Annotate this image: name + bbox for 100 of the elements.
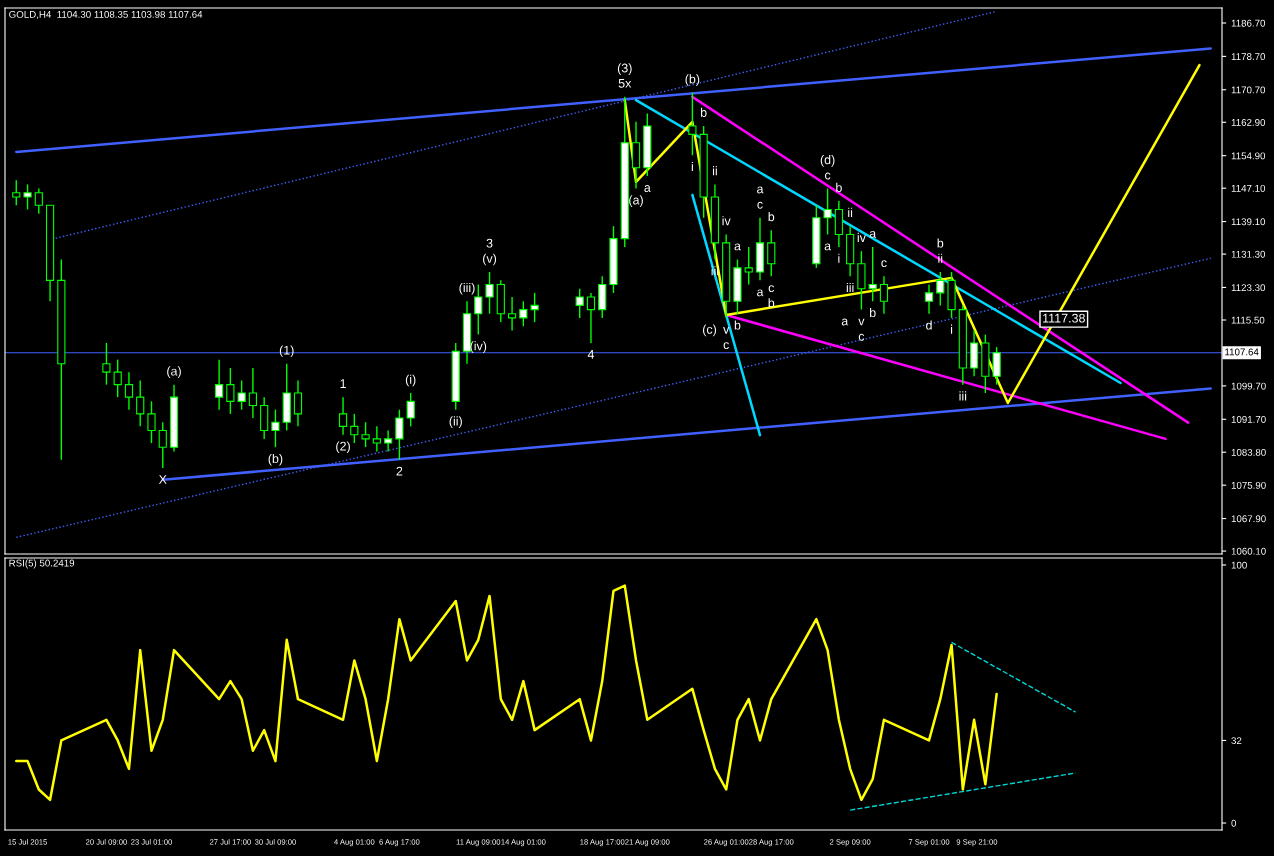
annotation: iii — [959, 391, 967, 401]
annotation: c — [825, 172, 831, 180]
annotation: a — [841, 318, 849, 326]
annotation: ii — [938, 253, 943, 263]
annotation: iv — [722, 216, 731, 226]
annotation: a — [824, 243, 832, 251]
candlestick — [361, 421, 370, 448]
annotation: 5x — [618, 78, 632, 88]
y-tick-label: 1147.10 — [1231, 184, 1266, 192]
y-tick-label: 1162.90 — [1231, 119, 1266, 126]
y-tick-label: 1083.80 — [1231, 448, 1266, 456]
annotation: b — [836, 182, 842, 192]
y-tick-label: 1178.70 — [1231, 53, 1266, 60]
y-tick-label: 32 — [1231, 737, 1242, 745]
annotation: b — [937, 238, 944, 248]
candlestick — [34, 187, 43, 215]
annotation: (a) — [167, 366, 181, 378]
annotation: (b) — [268, 453, 283, 466]
annotation: (ii) — [449, 416, 462, 428]
candlestick — [823, 187, 832, 236]
annotation: iv — [857, 232, 866, 242]
y-tick-label: 1123.30 — [1231, 284, 1266, 292]
candlestick — [406, 392, 415, 428]
candlestick — [102, 342, 111, 386]
y-tick-label: 1170.70 — [1231, 86, 1266, 94]
candlestick — [744, 246, 753, 286]
annotation: 1 — [340, 379, 346, 388]
candlestick — [350, 413, 359, 444]
candlestick — [372, 425, 381, 453]
y-tick-label: 1154.90 — [1231, 152, 1266, 160]
line-series — [15, 584, 998, 802]
y-tick-label: 1186.70 — [1231, 19, 1266, 27]
annotation: b — [870, 307, 876, 318]
candlestick — [293, 379, 303, 428]
annotation: (a) — [629, 195, 643, 207]
candlestick — [519, 300, 528, 327]
chart-title: RSI(5) 50.2419 — [9, 559, 75, 569]
y-tick-label: 1139.10 — [1231, 218, 1266, 226]
annotation: c — [757, 201, 763, 209]
annotation: c — [723, 342, 729, 350]
annotation: i — [951, 324, 953, 334]
annotation: ii — [848, 207, 853, 217]
annotation: a — [734, 243, 741, 251]
annotation: (i) — [405, 374, 416, 387]
candlestick — [271, 408, 280, 448]
candlestick — [248, 367, 258, 419]
candlestick — [530, 292, 539, 323]
annotation: (b) — [685, 74, 700, 86]
annotation: a — [757, 289, 764, 297]
annotation: iii — [711, 266, 719, 276]
y-tick-label: 1131.30 — [1231, 250, 1266, 258]
y-tick-label: 1115.50 — [1231, 316, 1265, 324]
annotation: v — [858, 318, 865, 326]
annotation: i — [691, 161, 693, 171]
candlestick — [485, 271, 494, 315]
annotation: a — [869, 231, 877, 238]
annotation: a — [757, 186, 764, 194]
candlestick — [688, 91, 697, 156]
candlestick — [12, 179, 21, 206]
annotation: 1117.38 — [1043, 313, 1085, 323]
candlestick — [868, 246, 877, 302]
candlestick — [879, 275, 889, 315]
y-tick-label: 0 — [1231, 819, 1237, 827]
candlestick — [992, 346, 1001, 386]
annotation: iii — [846, 282, 854, 292]
candlestick — [338, 396, 348, 436]
y-tick-label: 1075.90 — [1231, 481, 1266, 489]
y-tick-label: 1060.10 — [1231, 547, 1266, 555]
annotation: b — [734, 320, 741, 330]
candlestick — [936, 271, 945, 307]
y-tick-label: 1099.70 — [1231, 382, 1266, 390]
y-tick-label: 100 — [1231, 561, 1247, 569]
annotation: (d) — [820, 155, 835, 167]
annotation: b — [700, 107, 707, 117]
annotation: c — [768, 285, 775, 293]
candlestick — [23, 183, 32, 211]
candlestick — [124, 371, 134, 411]
annotation: i — [838, 253, 840, 263]
candlestick — [158, 421, 167, 469]
annotation: (2) — [336, 441, 350, 454]
annotation: a — [644, 185, 651, 192]
candlestick — [767, 229, 776, 277]
ref-line-label: 1107.64 — [1225, 348, 1259, 356]
candlestick — [575, 288, 584, 319]
candlestick — [395, 408, 404, 461]
annotation: (iii) — [459, 282, 475, 295]
candlestick — [384, 429, 393, 453]
candlestick — [147, 400, 156, 444]
annotation: (3) — [617, 63, 632, 75]
candlestick — [507, 296, 517, 332]
annotation: c — [858, 333, 865, 341]
y-tick-label: 1067.90 — [1231, 515, 1266, 523]
y-tick-label: 1091.70 — [1231, 416, 1266, 423]
annotation: (c) — [703, 324, 717, 337]
candlestick — [924, 283, 934, 315]
candlestick — [136, 379, 145, 428]
candlestick — [226, 367, 235, 415]
candlestick — [586, 292, 596, 344]
candlestick — [214, 358, 224, 411]
annotation: b — [768, 211, 775, 222]
